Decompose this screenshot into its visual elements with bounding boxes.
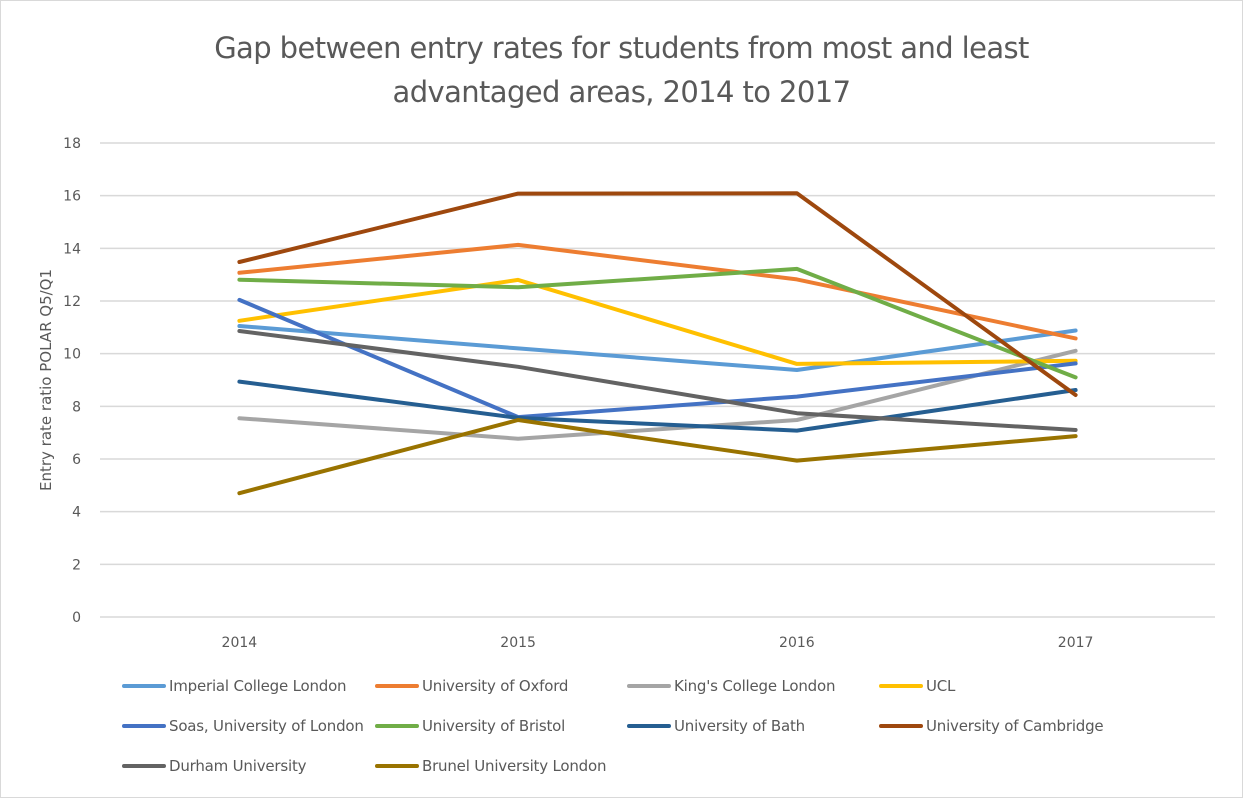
x-tick-label: 2016 (779, 635, 815, 651)
y-tick-label: 14 (63, 241, 81, 257)
legend-label: Brunel University London (422, 757, 607, 775)
chart-title: Gap between entry rates for students fro… (0, 26, 1243, 114)
x-tick-label: 2014 (222, 635, 258, 651)
y-tick-label: 16 (63, 189, 81, 205)
series-line-university-of-cambridge (237, 191, 1078, 397)
legend-label: Soas, University of London (169, 717, 364, 735)
legend-item[interactable]: University of Cambridge (879, 717, 1104, 735)
legend-swatch (375, 684, 419, 688)
legend-swatch (375, 724, 419, 728)
series-line-king-s-college-london (237, 348, 1078, 441)
y-tick-label: 8 (72, 399, 81, 415)
legend-swatch (627, 724, 671, 728)
y-axis-label: Entry rate ratio POLAR Q5/Q1 (37, 269, 55, 491)
legend-label: University of Cambridge (926, 717, 1104, 735)
legend-item[interactable]: University of Bath (627, 717, 805, 735)
legend-label: Durham University (169, 757, 307, 775)
legend-swatch (627, 684, 671, 688)
legend-swatch (879, 724, 923, 728)
legend-item[interactable]: UCL (879, 677, 955, 695)
legend-label: Imperial College London (169, 677, 347, 695)
y-tick-label: 2 (72, 557, 81, 573)
legend-item[interactable]: Imperial College London (122, 677, 347, 695)
series-line-university-of-bristol (237, 266, 1078, 380)
series-line-soas-university-of-london (237, 297, 1078, 420)
legend-swatch (122, 684, 166, 688)
legend-item[interactable]: Durham University (122, 757, 307, 775)
legend-swatch (879, 684, 923, 688)
legend-item[interactable]: Brunel University London (375, 757, 606, 775)
y-tick-label: 6 (72, 452, 81, 468)
legend-label: University of Bath (674, 717, 805, 735)
y-tick-label: 18 (63, 136, 81, 152)
series-line-university-of-oxford (237, 242, 1078, 341)
legend-item[interactable]: Soas, University of London (122, 717, 364, 735)
x-tick-label: 2017 (1058, 635, 1094, 651)
y-tick-label: 12 (63, 294, 81, 310)
chart-title-line-1: Gap between entry rates for students fro… (214, 31, 1029, 65)
legend-swatch (122, 724, 166, 728)
chart-title-line-2: advantaged areas, 2014 to 2017 (392, 75, 851, 109)
series-line-imperial-college-london (237, 324, 1078, 372)
legend-item[interactable]: King's College London (627, 677, 835, 695)
series-line-brunel-university-london (237, 418, 1078, 496)
series-line-ucl (237, 277, 1078, 366)
legend-item[interactable]: University of Oxford (375, 677, 568, 695)
legend-label: University of Bristol (422, 717, 566, 735)
series-line-university-of-bath (237, 379, 1078, 433)
legend-swatch (375, 764, 419, 768)
legend-item[interactable]: University of Bristol (375, 717, 565, 735)
x-axis-ticks: 2014 2015 2016 2017 (222, 635, 1094, 651)
legend-label: King's College London (674, 677, 836, 695)
y-tick-label: 10 (63, 347, 81, 363)
y-tick-label: 4 (72, 505, 81, 521)
legend-label: University of Oxford (422, 677, 569, 695)
y-axis-ticks: 0 2 4 6 8 10 12 14 16 18 (63, 136, 81, 626)
series-line-durham-university (237, 329, 1078, 432)
y-tick-label: 0 (72, 610, 81, 626)
series-lines (237, 191, 1078, 496)
x-tick-label: 2015 (500, 635, 536, 651)
gridlines (100, 142, 1215, 618)
legend-label: UCL (926, 677, 956, 695)
legend-swatch (122, 764, 166, 768)
